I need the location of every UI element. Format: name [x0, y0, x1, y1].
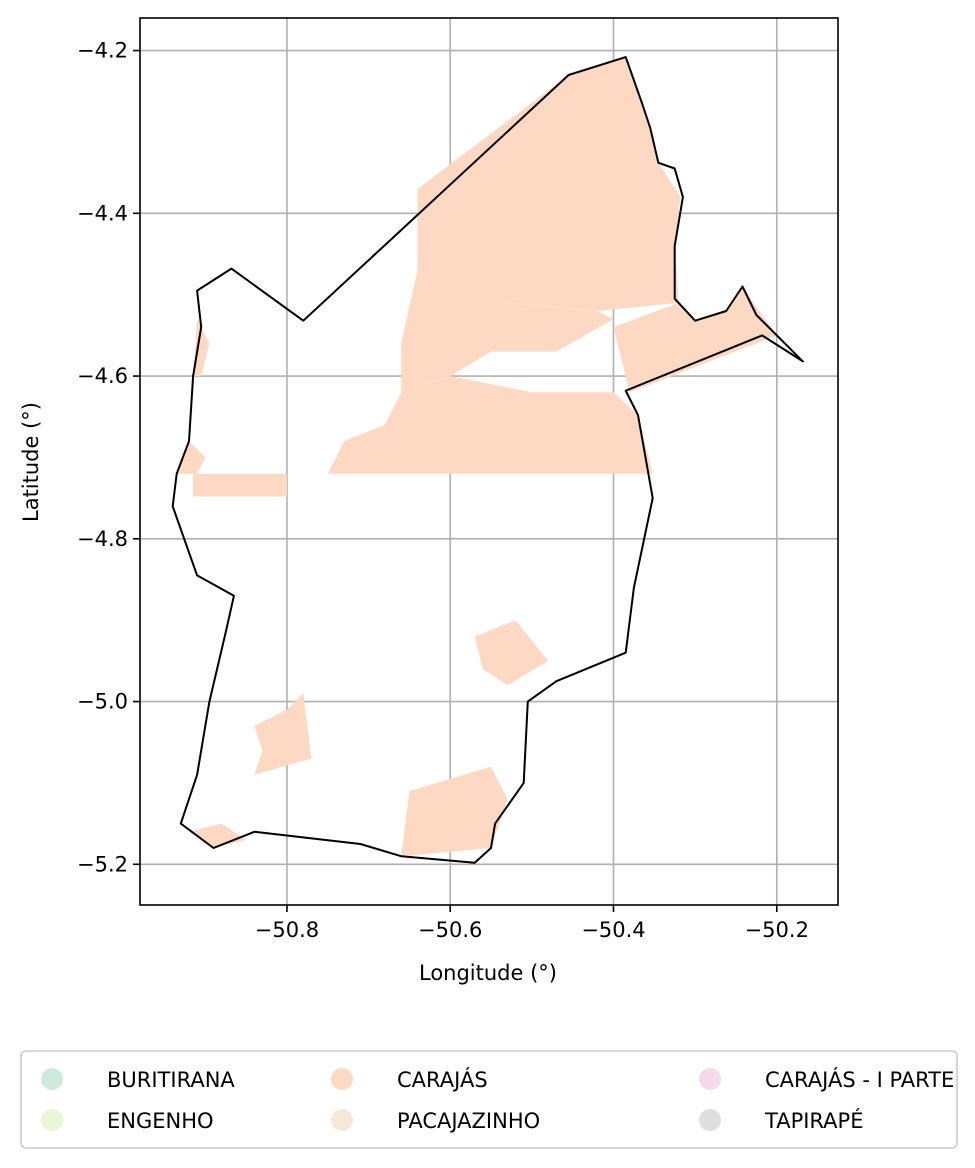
y-tick-label: −4.4	[77, 201, 128, 225]
legend-marker	[41, 1109, 63, 1131]
x-axis-label: Longitude (°)	[419, 961, 557, 985]
legend-marker	[699, 1068, 721, 1090]
area-caraj-s	[189, 823, 247, 848]
legend: BURITIRANA CARAJÁS CARAJÁS - I PARTE ENGENH…	[20, 1050, 958, 1149]
legend-marker	[41, 1068, 63, 1090]
y-axis: −4.2 −4.4 −4.6 −4.8 −5.0 −5.2	[77, 39, 140, 876]
area-caraj-s	[193, 319, 210, 377]
area-caraj-s	[417, 57, 681, 311]
area-caraj-s	[176, 441, 206, 474]
plot-area	[139, 17, 839, 906]
legend-label: CARAJÁS - I PARTE	[765, 1067, 954, 1092]
y-tick-label: −5.2	[77, 852, 128, 876]
municipality-boundary	[171, 56, 804, 864]
y-tick-label: −4.8	[77, 527, 128, 551]
y-tick-label: −4.6	[77, 364, 128, 388]
area-caraj-s	[613, 286, 777, 393]
legend-marker	[331, 1068, 353, 1090]
y-tick-label: −4.2	[77, 39, 128, 63]
area-caraj-s	[193, 473, 287, 497]
area-caraj-s	[401, 188, 614, 393]
y-tick-label: −5.0	[77, 690, 128, 714]
legend-label: TAPIRAPÉ	[764, 1108, 863, 1133]
x-tick-label: −50.6	[418, 918, 482, 942]
legend-label: ENGENHO	[107, 1109, 214, 1133]
legend-box	[20, 1050, 958, 1149]
x-axis: −50.8 −50.6 −50.4 −50.2	[255, 905, 809, 942]
y-axis-label: Latitude (°)	[19, 402, 43, 522]
area-caraj-s	[401, 766, 508, 857]
legend-label: BURITIRANA	[107, 1068, 235, 1092]
x-tick-label: −50.4	[581, 918, 645, 942]
axes-frame	[139, 17, 839, 906]
legend-label: CARAJÁS	[397, 1067, 488, 1092]
area-caraj-s	[254, 693, 312, 775]
x-tick-label: −50.8	[255, 918, 319, 942]
area-caraj-s	[327, 376, 653, 474]
legend-marker	[699, 1109, 721, 1131]
legend-marker	[331, 1109, 353, 1131]
legend-label: PACAJAZINHO	[397, 1109, 540, 1133]
area-caraj-s	[474, 620, 549, 686]
x-tick-label: −50.2	[745, 918, 809, 942]
